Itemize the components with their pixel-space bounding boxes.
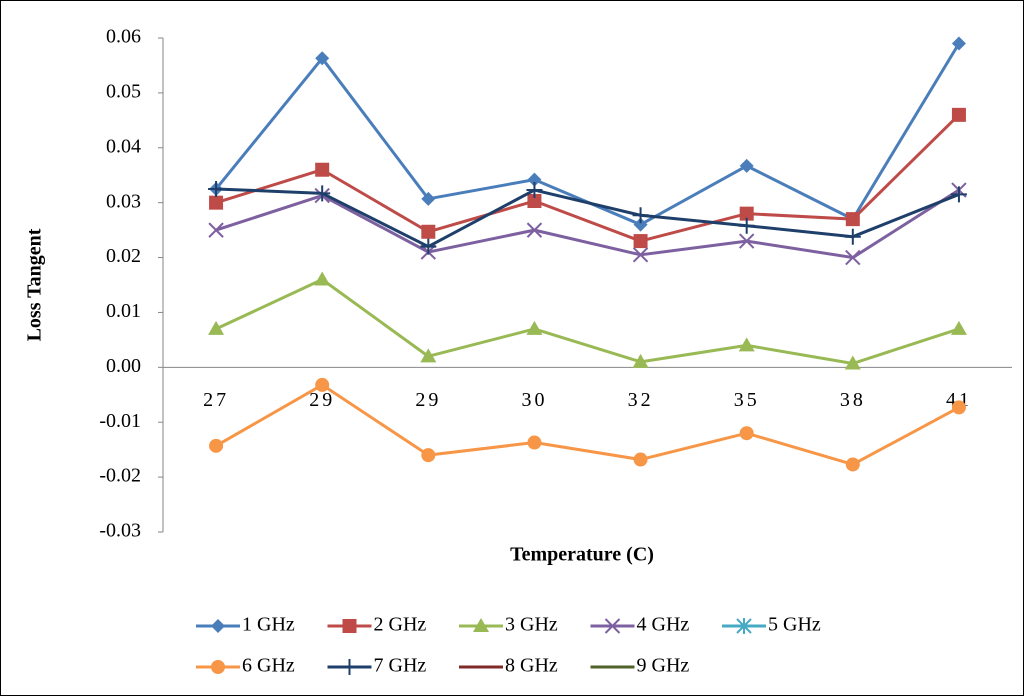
legend-label: 4 GHz — [637, 614, 690, 636]
point — [208, 180, 225, 197]
x-tick-label: 30 — [521, 389, 547, 411]
legend-marker — [473, 618, 489, 632]
point — [844, 355, 861, 370]
point — [633, 234, 648, 249]
point — [314, 185, 331, 202]
legend-label: 7 GHz — [374, 655, 427, 677]
x-tick-label: 29 — [415, 389, 441, 411]
y-tick-label: -0.02 — [99, 465, 141, 487]
series-line — [215, 383, 960, 466]
point — [739, 426, 754, 441]
point — [315, 162, 330, 177]
point — [951, 400, 966, 415]
point — [420, 238, 437, 255]
point — [421, 448, 436, 463]
legend-marker — [342, 619, 357, 633]
x-tick-label: 27 — [203, 389, 229, 411]
point — [632, 353, 649, 368]
y-tick-label: 0.02 — [106, 245, 141, 267]
point — [739, 158, 754, 173]
legend-label: 3 GHz — [505, 614, 558, 636]
point — [314, 271, 331, 286]
point — [208, 222, 224, 238]
x-tick-label: 29 — [309, 389, 335, 411]
point — [420, 348, 437, 363]
series-line — [215, 278, 960, 365]
point — [739, 206, 754, 221]
point — [315, 377, 330, 392]
series-line — [215, 113, 960, 243]
legend-label: 5 GHz — [768, 614, 821, 636]
point — [738, 337, 755, 352]
point — [633, 452, 648, 467]
legend-marker — [604, 618, 621, 634]
point — [738, 217, 755, 234]
y-tick-label: 0.03 — [106, 190, 141, 212]
point — [633, 217, 648, 232]
legend-marker — [341, 659, 358, 675]
y-tick-label: -0.03 — [99, 520, 141, 542]
legend-label: 8 GHz — [505, 655, 558, 677]
point — [738, 233, 755, 249]
point — [845, 457, 860, 472]
point — [527, 194, 542, 209]
point — [845, 212, 860, 227]
x-tick-label: 35 — [734, 389, 760, 411]
point — [951, 36, 966, 51]
point — [844, 228, 861, 245]
point — [208, 320, 225, 335]
legend-label: 6 GHz — [242, 655, 295, 677]
point — [845, 249, 861, 266]
point — [526, 222, 543, 238]
point — [632, 207, 649, 224]
x-tick-label: 32 — [628, 389, 654, 411]
legend-marker — [211, 619, 225, 633]
y-tick-label: 0.05 — [106, 80, 141, 102]
point — [526, 320, 543, 335]
point — [209, 195, 224, 210]
point — [632, 247, 649, 263]
y-tick-label: 0.04 — [106, 135, 141, 157]
series-line — [215, 188, 960, 260]
point — [951, 107, 966, 122]
series-line — [216, 187, 960, 249]
point — [527, 172, 542, 187]
legend-marker — [736, 618, 752, 634]
y-tick-label: -0.01 — [99, 410, 141, 432]
legend-label: 9 GHz — [637, 655, 690, 677]
legend-marker — [211, 660, 225, 674]
point — [315, 51, 330, 66]
y-tick-label: 0.01 — [106, 300, 141, 322]
y-axis-label: Loss Tangent — [24, 228, 46, 341]
y-tick-label: 0.00 — [106, 355, 141, 377]
y-tick-label: 0.06 — [106, 26, 141, 48]
point — [950, 186, 967, 203]
point — [421, 191, 436, 206]
point — [950, 320, 967, 335]
legend-label: 2 GHz — [374, 614, 427, 636]
x-axis-label: Temperature (C) — [510, 544, 654, 566]
point — [526, 182, 543, 199]
point — [421, 224, 436, 239]
legend-label: 1 GHz — [242, 614, 295, 636]
point — [209, 438, 224, 453]
point — [527, 435, 542, 450]
x-tick-label: 38 — [840, 389, 866, 411]
